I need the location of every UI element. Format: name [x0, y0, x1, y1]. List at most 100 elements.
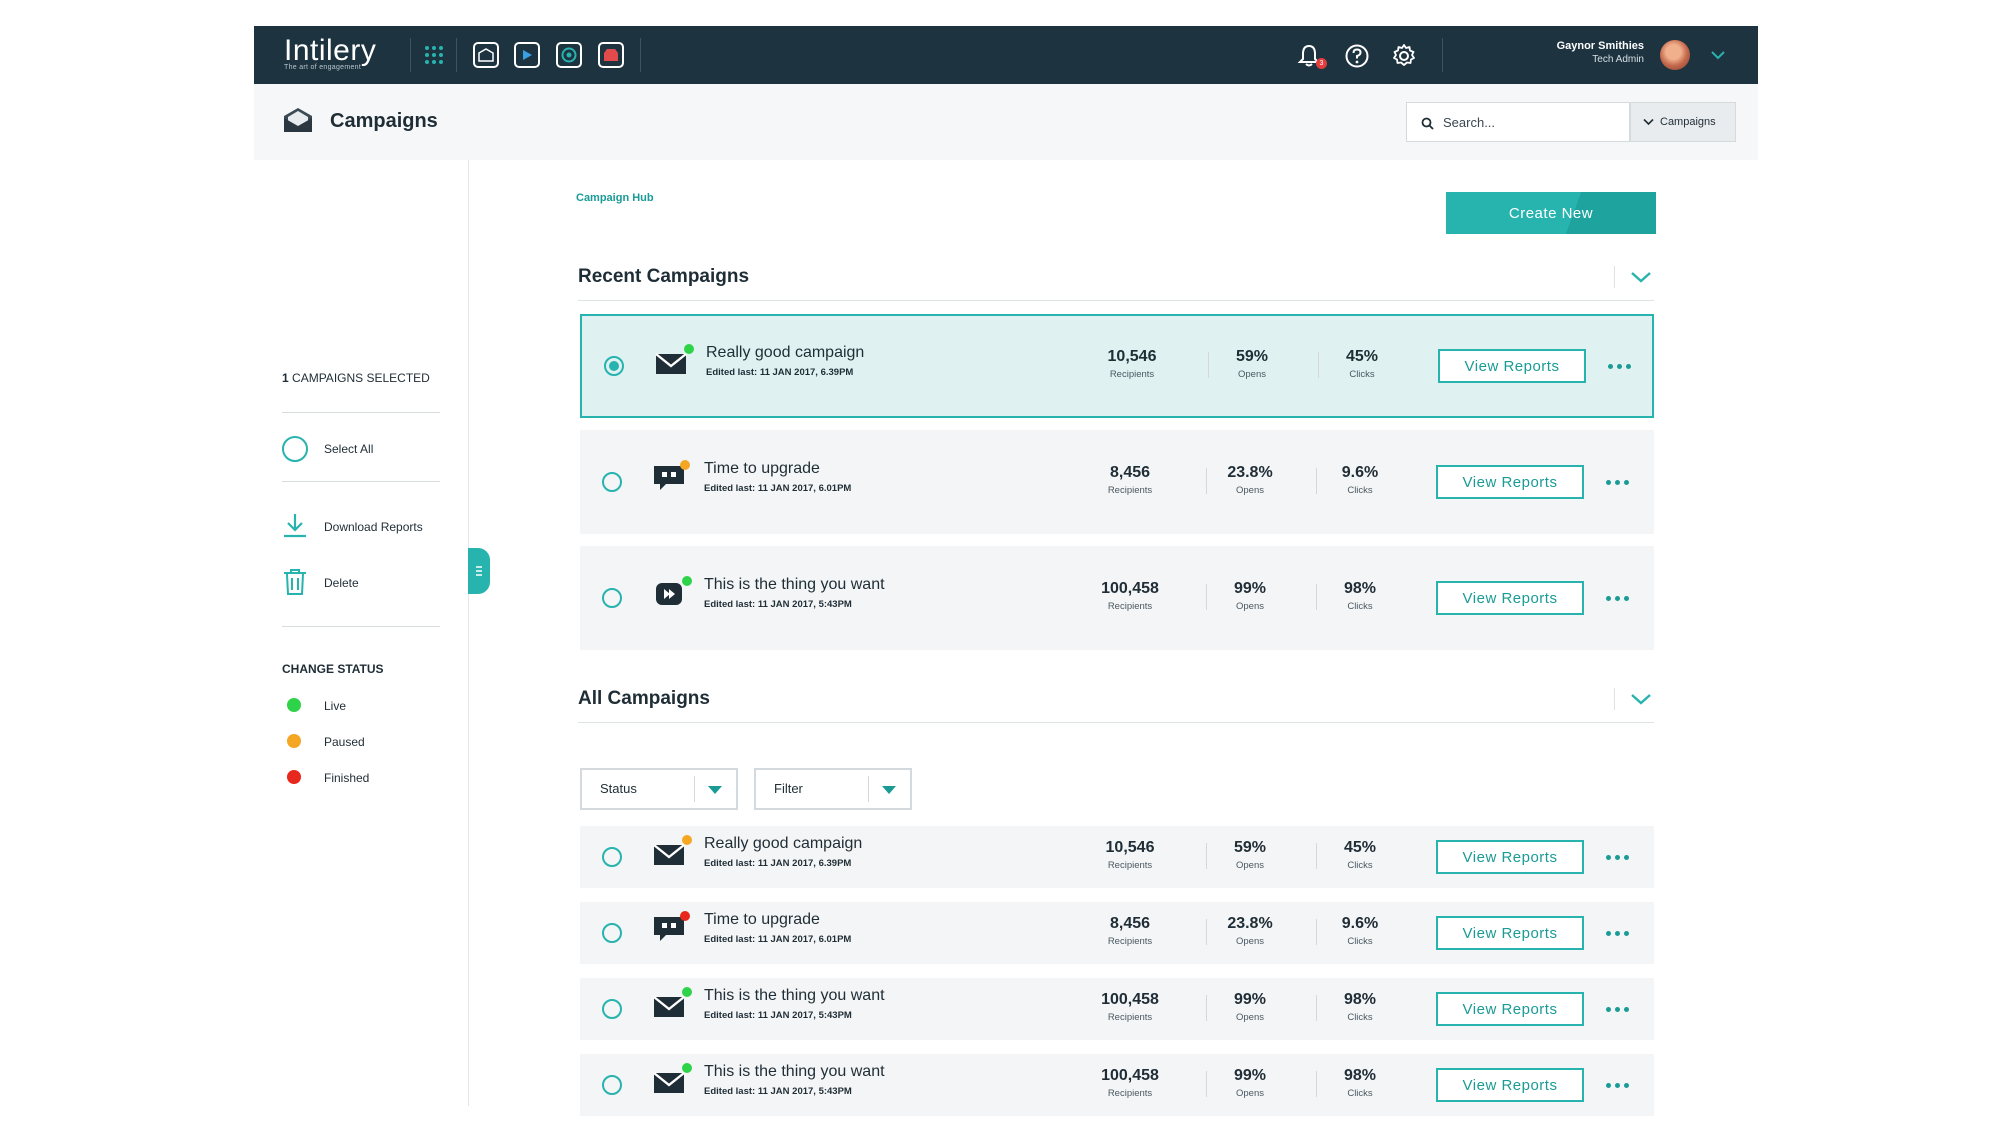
recipients-label: Recipients — [1107, 485, 1153, 496]
clicks-value: 9.6% — [1341, 464, 1379, 481]
view-reports-button[interactable]: View Reports — [1436, 992, 1584, 1026]
more-options-icon[interactable] — [1606, 1004, 1632, 1014]
more-options-icon[interactable] — [1606, 852, 1632, 862]
campaign-select-radio[interactable] — [604, 356, 624, 376]
campaign-name[interactable]: This is the thing you want — [704, 987, 885, 1004]
more-options-icon[interactable] — [1606, 593, 1632, 603]
sidebar-collapse-handle[interactable] — [468, 548, 490, 594]
opens-metric: 23.8% Opens — [1200, 464, 1300, 496]
more-options-icon[interactable] — [1606, 928, 1632, 938]
create-new-button[interactable]: Create New — [1446, 192, 1656, 234]
campaign-select-radio[interactable] — [602, 472, 622, 492]
campaign-name[interactable]: Really good campaign — [704, 835, 863, 852]
metric-divider — [1206, 843, 1207, 869]
gear-icon[interactable] — [1391, 43, 1417, 69]
status-label-finished: Finished — [324, 771, 370, 785]
selected-label: CAMPAIGNS SELECTED — [292, 371, 430, 385]
media-app-icon[interactable] — [514, 42, 540, 68]
logo-tagline: The art of engagement — [284, 64, 362, 71]
view-reports-button[interactable]: View Reports — [1436, 1068, 1584, 1102]
campaign-select-radio[interactable] — [602, 1075, 622, 1095]
campaign-select-radio[interactable] — [602, 999, 622, 1019]
bell-icon[interactable] — [1296, 43, 1322, 69]
clicks-label: Clicks — [1349, 369, 1375, 380]
chevron-down-icon[interactable] — [1630, 270, 1652, 284]
campaign-name[interactable]: This is the thing you want — [704, 576, 885, 593]
change-status-heading: CHANGE STATUS — [282, 662, 384, 676]
more-options-icon[interactable] — [1606, 1080, 1632, 1090]
metric-divider — [1208, 352, 1209, 378]
campaign-row[interactable]: This is the thing you want Edited last: … — [580, 546, 1654, 650]
user-info[interactable]: Gaynor Smithies Tech Admin — [1494, 40, 1644, 65]
opens-label: Opens — [1236, 601, 1264, 612]
campaign-select-radio[interactable] — [602, 923, 622, 943]
view-reports-button[interactable]: View Reports — [1436, 916, 1584, 950]
campaign-row[interactable]: Really good campaign Edited last: 11 JAN… — [580, 314, 1654, 418]
recipients-value: 100,458 — [1101, 1067, 1159, 1084]
opens-label: Opens — [1236, 1088, 1264, 1099]
campaign-name[interactable]: This is the thing you want — [704, 1063, 885, 1080]
view-reports-button[interactable]: View Reports — [1438, 349, 1586, 383]
chevron-down-icon — [1643, 118, 1654, 126]
dropdown-arrow-icon — [882, 786, 896, 794]
campaign-row[interactable]: Really good campaign Edited last: 11 JAN… — [580, 826, 1654, 888]
delete-button[interactable]: Delete — [282, 568, 452, 598]
campaign-row[interactable]: Time to upgrade Edited last: 11 JAN 2017… — [580, 902, 1654, 964]
recipients-value: 100,458 — [1101, 580, 1159, 597]
opens-value: 59% — [1233, 839, 1267, 856]
campaign-row[interactable]: This is the thing you want Edited last: … — [580, 978, 1654, 1040]
opens-metric: 59% Opens — [1200, 839, 1300, 871]
recipients-value: 8,456 — [1109, 464, 1151, 481]
section-rule — [578, 722, 1654, 723]
app-grid-icon[interactable] — [425, 46, 443, 64]
view-reports-button[interactable]: View Reports — [1436, 581, 1584, 615]
campaign-name[interactable]: Time to upgrade — [704, 911, 820, 928]
campaign-select-radio[interactable] — [602, 847, 622, 867]
campaign-name[interactable]: Time to upgrade — [704, 460, 820, 477]
chevron-down-icon[interactable] — [1710, 49, 1726, 61]
campaign-app-icon[interactable] — [473, 42, 499, 68]
recipients-label: Recipients — [1109, 369, 1155, 380]
logo[interactable]: Intilery The art of engagement — [284, 36, 376, 72]
clicks-metric: 45% Clicks — [1312, 348, 1412, 380]
section-rule — [578, 300, 1654, 301]
opens-metric: 99% Opens — [1200, 991, 1300, 1023]
avatar[interactable] — [1660, 40, 1690, 70]
search-placeholder: Search... — [1443, 115, 1496, 130]
select-all-button[interactable]: Select All — [282, 436, 442, 464]
recipients-value: 8,456 — [1109, 915, 1151, 932]
recipients-label: Recipients — [1107, 1012, 1153, 1023]
search-scope-select[interactable]: Campaigns — [1630, 102, 1736, 142]
campaign-status-dot — [680, 460, 690, 470]
metric-divider — [1206, 584, 1207, 610]
metric-divider — [1318, 352, 1319, 378]
campaign-row[interactable]: This is the thing you want Edited last: … — [580, 1054, 1654, 1116]
email-campaign-icon — [654, 348, 688, 376]
download-reports-button[interactable]: Download Reports — [282, 512, 452, 542]
alert-app-icon[interactable] — [598, 42, 624, 68]
recipients-label: Recipients — [1107, 860, 1153, 871]
search-input[interactable]: Search... — [1406, 102, 1630, 142]
metric-divider — [1316, 584, 1317, 610]
campaign-row[interactable]: Time to upgrade Edited last: 11 JAN 2017… — [580, 430, 1654, 534]
opens-label: Opens — [1236, 1012, 1264, 1023]
campaign-name[interactable]: Really good campaign — [706, 344, 865, 361]
campaign-select-radio[interactable] — [602, 588, 622, 608]
video-campaign-icon — [652, 580, 686, 608]
chevron-down-icon[interactable] — [1630, 692, 1652, 706]
topbar-divider — [456, 38, 457, 72]
recipients-label: Recipients — [1107, 601, 1153, 612]
view-reports-button[interactable]: View Reports — [1436, 465, 1584, 499]
breadcrumb[interactable]: Campaign Hub — [576, 192, 654, 204]
more-options-icon[interactable] — [1608, 361, 1634, 371]
filter-select[interactable]: Filter — [754, 768, 912, 810]
opens-value: 23.8% — [1227, 464, 1273, 481]
help-icon[interactable] — [1344, 43, 1370, 69]
status-select[interactable]: Status — [580, 768, 738, 810]
target-app-icon[interactable] — [556, 42, 582, 68]
recipients-value: 10,546 — [1107, 348, 1157, 365]
sidebar-separator — [282, 412, 440, 413]
more-options-icon[interactable] — [1606, 477, 1632, 487]
clicks-metric: 98% Clicks — [1310, 1067, 1410, 1099]
view-reports-button[interactable]: View Reports — [1436, 840, 1584, 874]
